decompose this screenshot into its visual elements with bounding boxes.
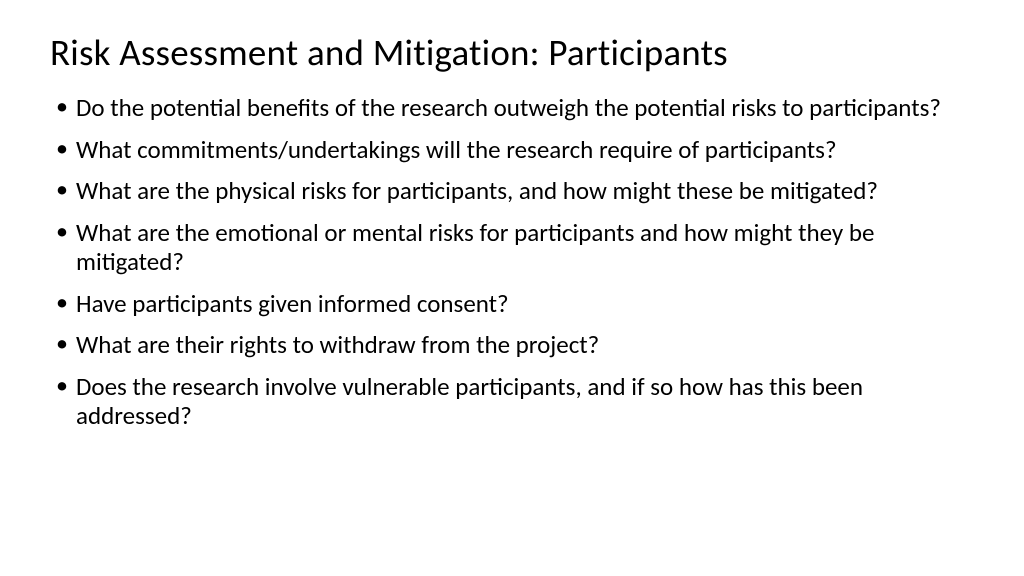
list-item: What are the physical risks for particip… xyxy=(54,176,974,206)
list-item: Do the potential benefits of the researc… xyxy=(54,93,974,123)
slide-title: Risk Assessment and Mitigation: Particip… xyxy=(50,30,974,75)
list-item: Have participants given informed consent… xyxy=(54,289,974,319)
list-item: What commitments/undertakings will the r… xyxy=(54,135,974,165)
list-item: What are the emotional or mental risks f… xyxy=(54,218,974,277)
bullet-list: Do the potential benefits of the researc… xyxy=(50,93,974,431)
list-item: Does the research involve vulnerable par… xyxy=(54,372,974,431)
list-item: What are their rights to withdraw from t… xyxy=(54,330,974,360)
